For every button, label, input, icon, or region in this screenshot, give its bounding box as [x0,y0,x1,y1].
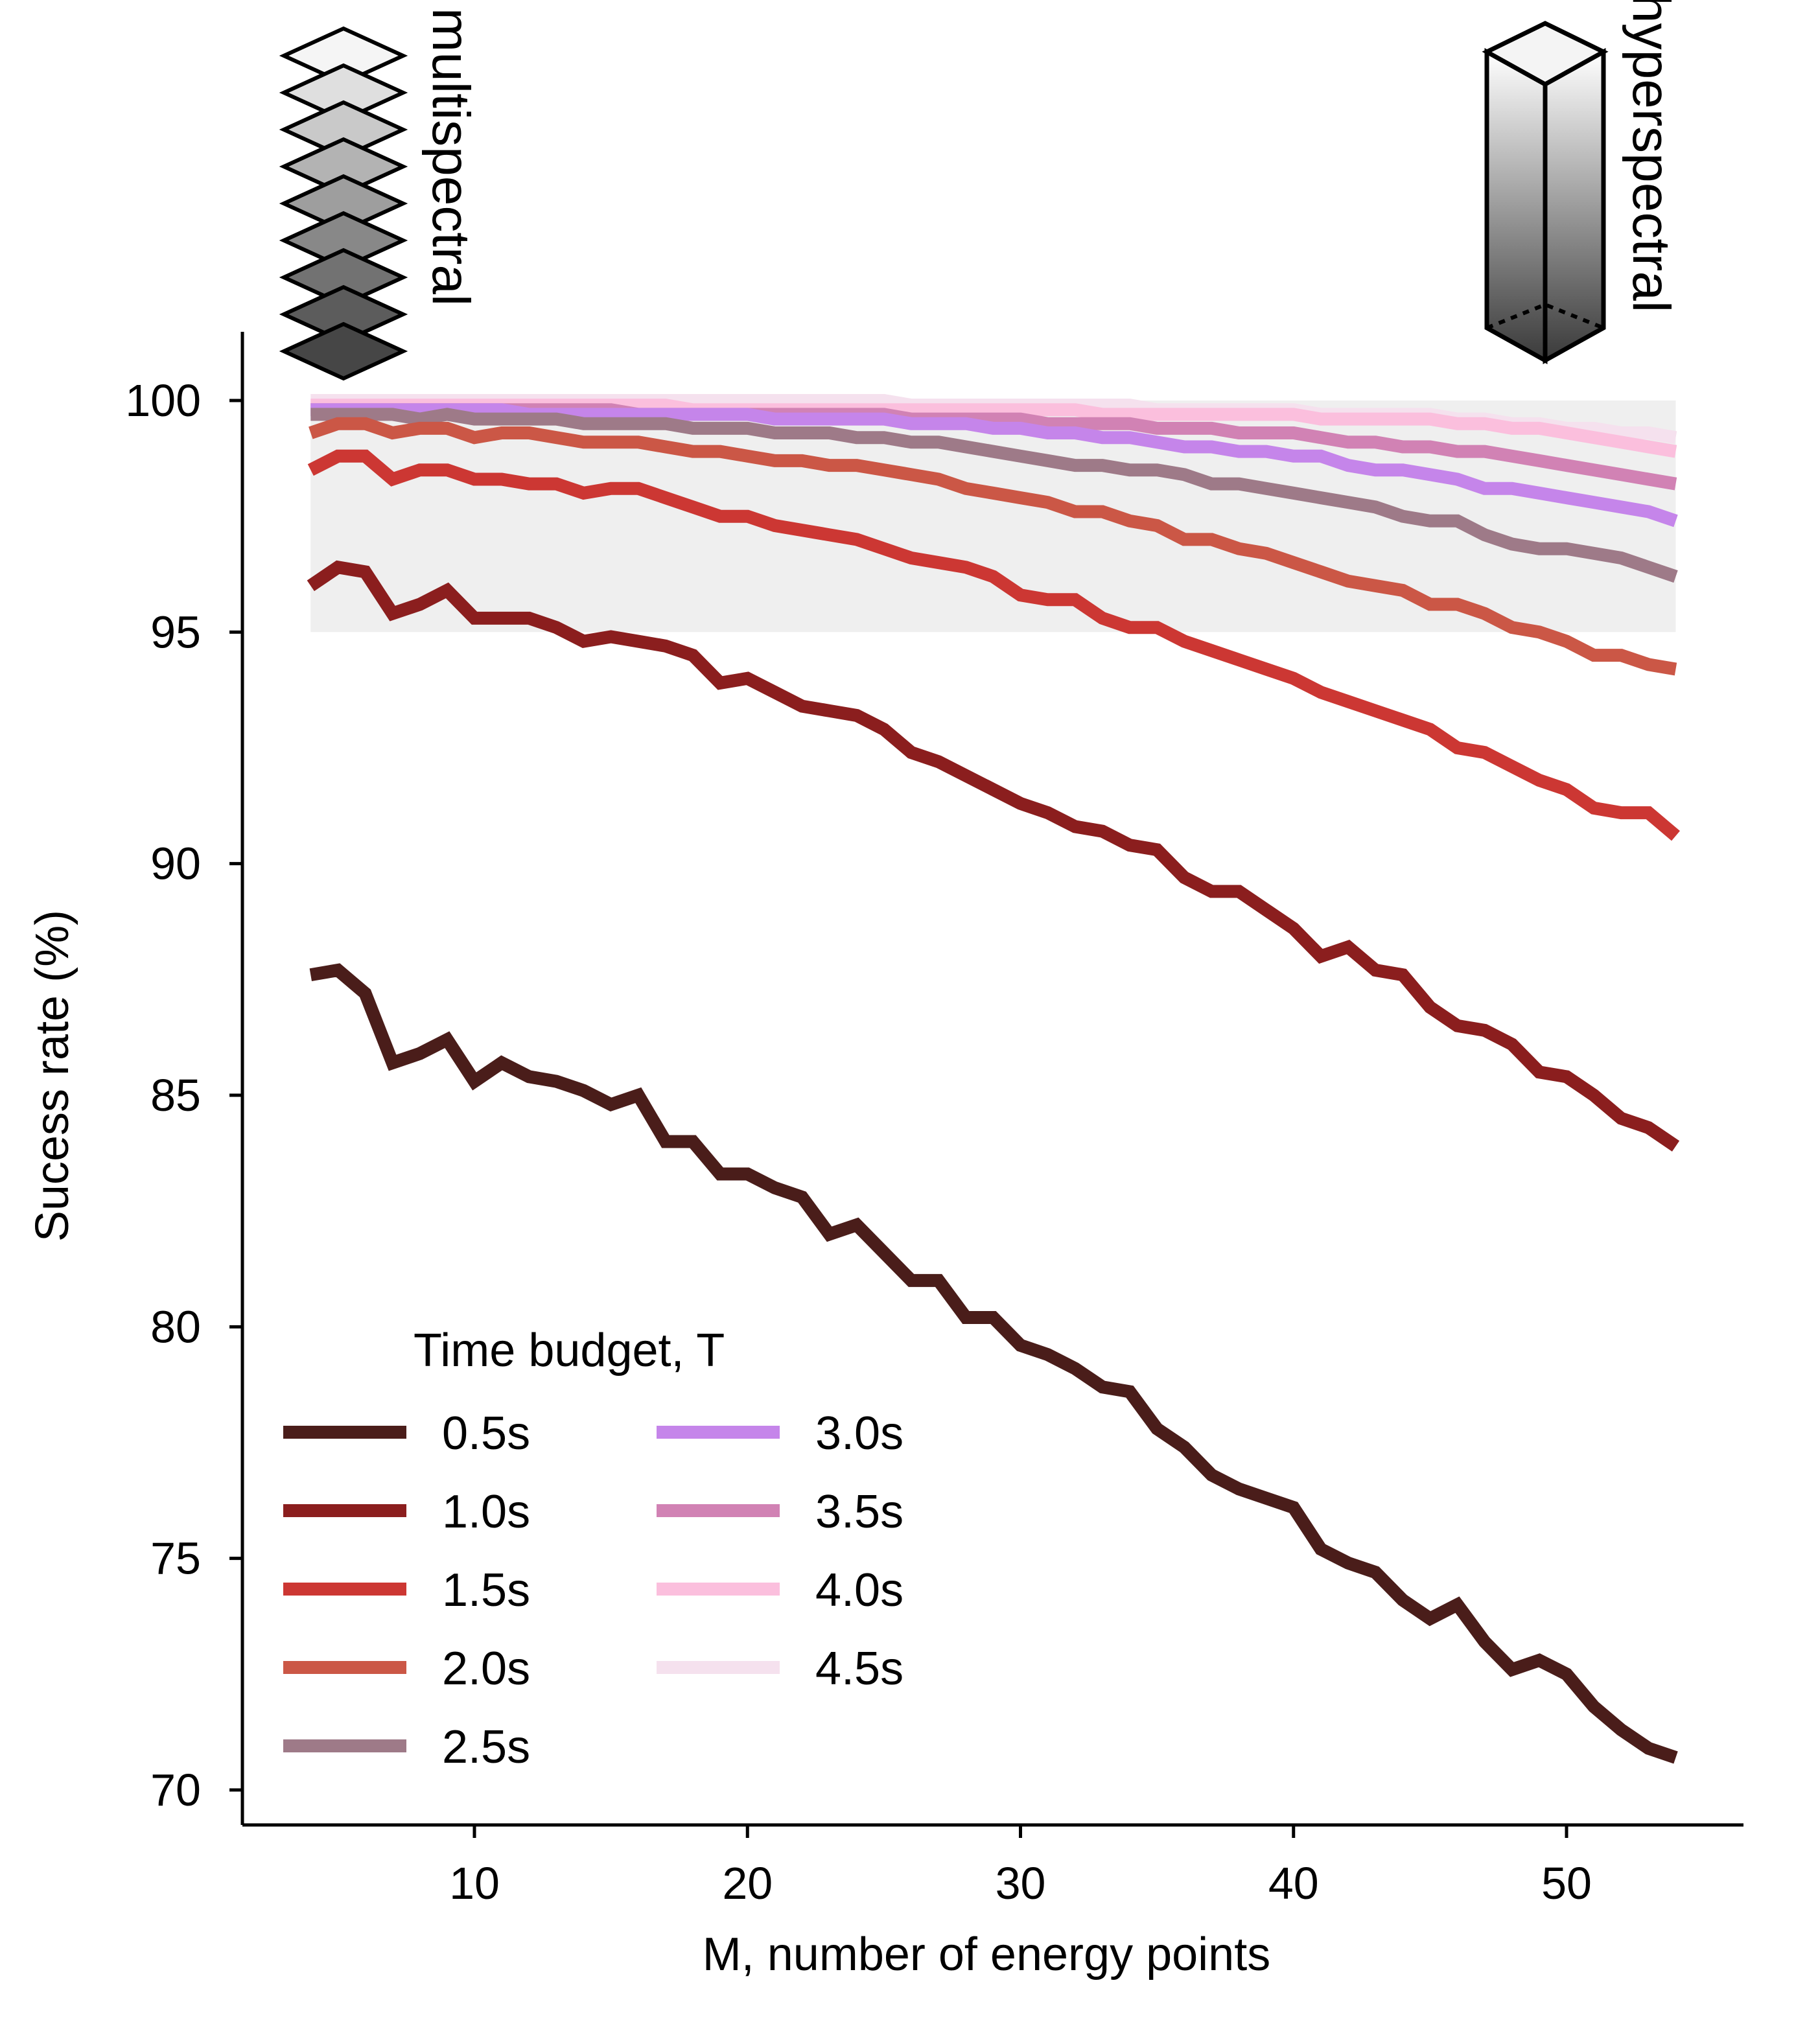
y-tick-label: 70 [150,1765,201,1815]
series-line-2.5s [310,408,1678,583]
legend-label-4.5s: 4.5s [815,1643,904,1695]
legend-label-3.5s: 3.5s [815,1486,904,1538]
legend-title: Time budget, T [414,1325,725,1376]
series-layer [307,394,1680,1764]
y-axis-label: Sucess rate (%) [27,910,78,1242]
spectral-layer [279,321,408,381]
x-tick-label: 30 [996,1858,1046,1909]
legend-label-1.5s: 1.5s [442,1564,530,1616]
multispectral-label: multispectral [421,8,480,306]
y-tick-label: 75 [150,1533,201,1584]
x-axis-label: M, number of energy points [703,1929,1270,1980]
legend-label-4.0s: 4.0s [815,1564,904,1616]
x-tick-label: 40 [1268,1858,1319,1909]
legend-label-2.5s: 2.5s [442,1721,530,1773]
x-tick-label: 50 [1541,1858,1592,1909]
legend-label-2.0s: 2.0s [442,1643,530,1695]
x-tick-label: 20 [722,1858,773,1909]
hyperspectral-label: hyperspectral [1622,0,1681,312]
legend-label-1.0s: 1.0s [442,1486,530,1538]
y-tick-label: 100 [125,375,201,426]
series-line-1.5s [307,449,1680,841]
multispectral-stack-icon [279,26,408,381]
series-line-0.5s [309,963,1678,1764]
series-line-1.0s [307,560,1680,1152]
legend: Time budget, T 0.5s 1.0s 1.5s 2.0s 2.5s 3.0s 3… [283,1325,904,1773]
y-tick-label: 80 [150,1301,201,1352]
x-tick-label: 10 [449,1858,500,1909]
y-tick-label: 95 [150,607,201,657]
tick-layer: 10 20 30 40 50 70 75 80 85 90 95 100 [125,375,1592,1909]
hyperspectral-cube-icon [1482,21,1609,364]
y-tick-label: 90 [150,839,201,889]
legend-label-3.0s: 3.0s [815,1408,904,1459]
legend-label-0.5s: 0.5s [442,1408,530,1459]
y-tick-label: 85 [150,1070,201,1121]
series-line-2.0s [309,417,1677,676]
